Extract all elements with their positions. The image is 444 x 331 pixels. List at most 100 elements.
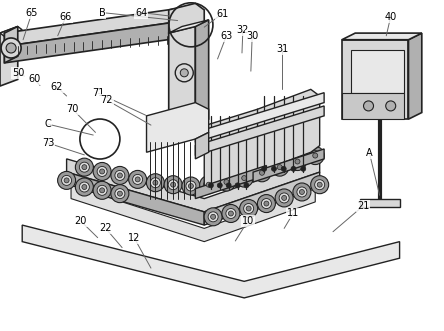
Polygon shape (191, 7, 195, 36)
Circle shape (315, 180, 325, 190)
Circle shape (271, 166, 277, 171)
Circle shape (186, 181, 196, 191)
Polygon shape (253, 149, 324, 182)
Circle shape (293, 183, 311, 201)
Circle shape (111, 185, 129, 203)
Circle shape (235, 169, 253, 187)
Circle shape (129, 170, 147, 188)
Circle shape (240, 200, 258, 217)
Circle shape (301, 166, 306, 171)
Circle shape (239, 173, 249, 183)
Circle shape (281, 195, 287, 201)
Polygon shape (195, 166, 266, 199)
Circle shape (295, 159, 300, 164)
Circle shape (82, 184, 87, 190)
Text: B: B (99, 8, 106, 18)
Circle shape (258, 195, 275, 213)
Circle shape (313, 153, 318, 158)
Polygon shape (4, 26, 18, 63)
Polygon shape (169, 26, 195, 132)
Circle shape (1, 38, 21, 58)
Circle shape (277, 165, 282, 170)
Text: 62: 62 (51, 82, 63, 92)
Circle shape (206, 182, 211, 187)
Polygon shape (408, 33, 422, 119)
Circle shape (135, 177, 140, 182)
Circle shape (317, 182, 322, 187)
Circle shape (153, 180, 158, 185)
Text: 73: 73 (42, 138, 54, 148)
Polygon shape (4, 20, 191, 63)
Polygon shape (0, 26, 18, 86)
Polygon shape (204, 109, 266, 189)
Circle shape (364, 101, 373, 111)
Polygon shape (147, 103, 209, 152)
Circle shape (275, 189, 293, 207)
Polygon shape (0, 26, 22, 36)
Circle shape (311, 176, 329, 194)
Text: 32: 32 (237, 25, 249, 35)
Text: 60: 60 (28, 74, 41, 84)
Text: 40: 40 (385, 12, 397, 22)
Circle shape (93, 163, 111, 180)
Circle shape (275, 162, 285, 172)
Polygon shape (169, 20, 209, 33)
Circle shape (253, 164, 271, 182)
Circle shape (264, 201, 269, 206)
Polygon shape (22, 225, 400, 298)
Circle shape (117, 191, 123, 196)
Text: 70: 70 (66, 104, 78, 114)
Circle shape (306, 147, 324, 165)
Circle shape (262, 199, 271, 209)
Polygon shape (342, 93, 404, 119)
Text: 20: 20 (75, 216, 87, 226)
Circle shape (208, 212, 218, 222)
Text: 72: 72 (100, 95, 113, 105)
Circle shape (6, 43, 16, 53)
Circle shape (62, 175, 71, 185)
Circle shape (222, 205, 240, 222)
Text: 71: 71 (92, 88, 105, 98)
Circle shape (222, 177, 231, 187)
Circle shape (79, 162, 89, 172)
Circle shape (299, 189, 305, 195)
Polygon shape (258, 89, 320, 172)
Polygon shape (169, 3, 204, 40)
Circle shape (228, 211, 234, 216)
Circle shape (99, 169, 105, 174)
Circle shape (242, 175, 247, 181)
Circle shape (97, 166, 107, 176)
Circle shape (244, 183, 249, 188)
Circle shape (151, 178, 160, 188)
Circle shape (291, 166, 296, 171)
Circle shape (210, 214, 216, 219)
Circle shape (97, 185, 107, 195)
Circle shape (75, 158, 93, 176)
Circle shape (75, 178, 93, 196)
Circle shape (117, 173, 123, 178)
Polygon shape (67, 159, 320, 212)
Polygon shape (195, 106, 324, 156)
Circle shape (297, 187, 307, 197)
Text: 65: 65 (26, 8, 38, 18)
Circle shape (147, 174, 164, 192)
Circle shape (188, 183, 194, 189)
Circle shape (246, 206, 251, 211)
Circle shape (64, 178, 69, 183)
Circle shape (262, 166, 267, 171)
Circle shape (115, 189, 125, 199)
Circle shape (133, 174, 143, 184)
Text: A: A (366, 148, 373, 158)
Circle shape (204, 180, 214, 190)
Polygon shape (4, 7, 191, 46)
Text: 12: 12 (128, 233, 140, 243)
Text: 11: 11 (287, 209, 299, 218)
Circle shape (168, 180, 178, 190)
Circle shape (224, 179, 229, 185)
Text: 66: 66 (59, 12, 72, 22)
Text: 63: 63 (220, 31, 233, 41)
Circle shape (386, 101, 396, 111)
Text: 22: 22 (99, 223, 112, 233)
Circle shape (79, 182, 89, 192)
Polygon shape (195, 93, 324, 142)
